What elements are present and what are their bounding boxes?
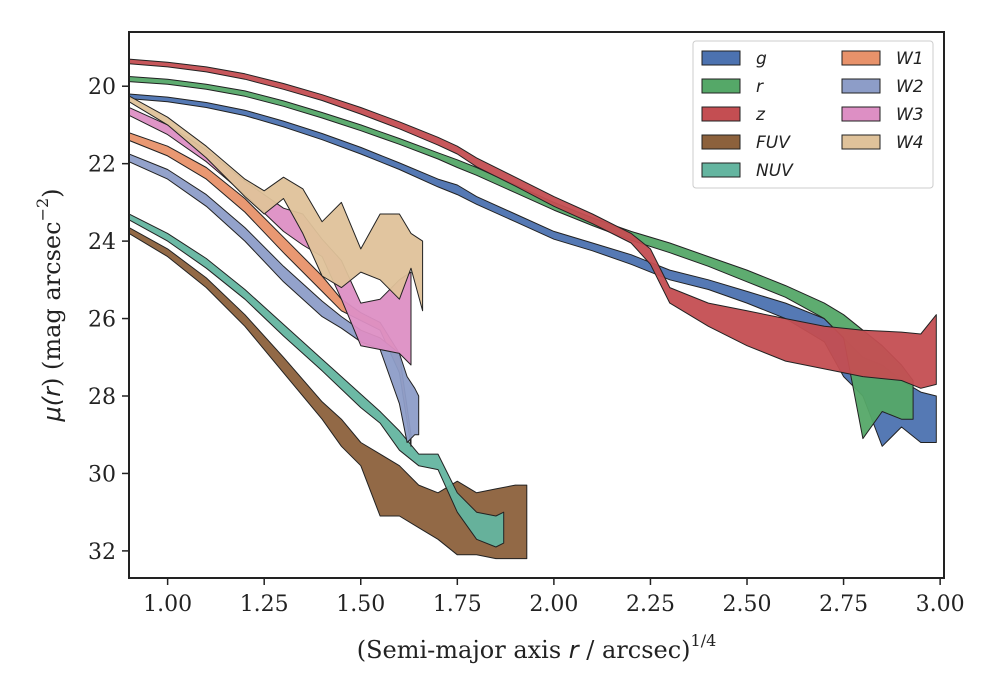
x-tick-label: 2.00 bbox=[529, 592, 578, 617]
legend-item: W2 bbox=[841, 77, 924, 97]
legend-swatch bbox=[701, 134, 741, 150]
legend-item: g bbox=[701, 49, 767, 69]
band-W2 bbox=[129, 153, 420, 443]
legend-label: FUV bbox=[756, 133, 791, 153]
legend-label: W2 bbox=[896, 77, 924, 97]
x-tick-label: 1.50 bbox=[336, 592, 385, 617]
legend-swatch bbox=[841, 78, 881, 94]
y-tick-label: 30 bbox=[88, 462, 116, 487]
legend-swatch bbox=[701, 78, 741, 94]
x-tick-label: 2.75 bbox=[819, 592, 868, 617]
legend-item: W3 bbox=[841, 105, 924, 125]
plot-frame bbox=[128, 31, 945, 579]
y-axis-title: μ(r) (mag arcsec−2) bbox=[33, 188, 66, 422]
y-tick-label: 20 bbox=[88, 75, 116, 100]
x-tick-label: 1.25 bbox=[240, 592, 289, 617]
legend-swatch bbox=[841, 106, 881, 122]
y-tick-label: 22 bbox=[88, 153, 116, 178]
x-tick-label: 2.50 bbox=[723, 592, 772, 617]
legend-swatch bbox=[701, 50, 741, 66]
y-axis: 20 22 24 26 28 30 32 bbox=[88, 75, 129, 565]
legend-item: r bbox=[701, 77, 764, 97]
legend-label: r bbox=[756, 77, 764, 97]
y-axis-title-part: ) bbox=[38, 188, 66, 197]
series-bands bbox=[129, 58, 937, 560]
x-axis-title-var: r bbox=[569, 636, 581, 664]
legend-label: g bbox=[756, 49, 767, 69]
y-tick-label: 24 bbox=[88, 230, 116, 255]
x-axis-title-exponent: 1/4 bbox=[691, 631, 717, 650]
x-axis: 1.00 1.25 1.50 1.75 2.00 2.25 2.50 2.75 3.00 bbox=[143, 578, 965, 617]
x-tick-label: 1.00 bbox=[143, 592, 192, 617]
legend-swatch bbox=[841, 134, 881, 150]
band-g bbox=[129, 93, 937, 447]
y-axis-title-var: r bbox=[38, 385, 66, 397]
y-axis-title-exponent: −2 bbox=[33, 198, 52, 222]
x-tick-label: 1.75 bbox=[433, 592, 482, 617]
legend-label: z bbox=[755, 105, 766, 125]
band-NUV bbox=[129, 213, 505, 548]
x-axis-title: (Semi-major axis r / arcsec)1/4 bbox=[357, 631, 717, 664]
legend-label: W4 bbox=[896, 133, 924, 153]
legend-box bbox=[692, 40, 934, 189]
legend-item: z bbox=[701, 105, 766, 125]
x-axis-title-part: / arcsec) bbox=[579, 636, 691, 664]
y-tick-label: 32 bbox=[88, 540, 116, 565]
legend-item: FUV bbox=[701, 133, 791, 153]
legend-swatch bbox=[701, 162, 741, 178]
x-axis-title-part: (Semi-major axis bbox=[357, 636, 569, 664]
y-tick-label: 28 bbox=[88, 385, 116, 410]
band-z bbox=[129, 58, 937, 389]
x-tick-label: 2.25 bbox=[626, 592, 675, 617]
legend: grz FUV NUV W1 W2 W3 W4 bbox=[692, 40, 934, 189]
legend-label: NUV bbox=[756, 161, 794, 181]
y-axis-title-part: ) (mag arcsec bbox=[38, 221, 66, 387]
legend-label: W1 bbox=[896, 49, 924, 69]
band-W1 bbox=[129, 132, 412, 447]
band-r bbox=[129, 76, 914, 440]
x-tick-label: 3.00 bbox=[916, 592, 965, 617]
y-tick-label: 26 bbox=[88, 308, 116, 333]
y-axis-title-part: μ( bbox=[38, 395, 66, 422]
legend-swatch bbox=[701, 106, 741, 122]
legend-swatch bbox=[841, 50, 881, 66]
legend-item: W4 bbox=[841, 133, 924, 153]
legend-label: W3 bbox=[896, 105, 924, 125]
legend-item: NUV bbox=[701, 161, 794, 181]
legend-item: W1 bbox=[841, 49, 924, 69]
band-W4 bbox=[129, 95, 424, 312]
